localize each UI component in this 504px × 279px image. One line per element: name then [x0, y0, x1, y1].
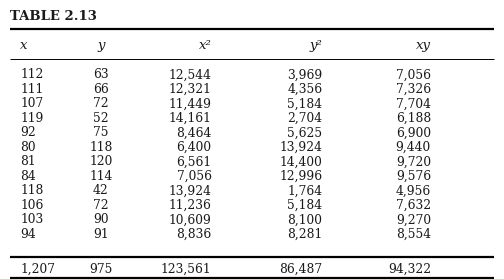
Text: 11,449: 11,449 [169, 97, 212, 110]
Text: 107: 107 [20, 97, 43, 110]
Text: TABLE 2.13: TABLE 2.13 [10, 10, 97, 23]
Text: 7,326: 7,326 [396, 83, 431, 96]
Text: xy: xy [416, 39, 431, 52]
Text: 3,969: 3,969 [287, 68, 323, 81]
Text: 2,704: 2,704 [287, 112, 323, 125]
Text: 1,764: 1,764 [287, 184, 323, 198]
Text: 123,561: 123,561 [161, 263, 212, 276]
Text: 975: 975 [89, 263, 112, 276]
Text: 114: 114 [89, 170, 112, 183]
Text: 5,184: 5,184 [287, 97, 323, 110]
Text: 9,720: 9,720 [396, 155, 431, 169]
Text: 12,996: 12,996 [279, 170, 323, 183]
Text: 7,704: 7,704 [396, 97, 431, 110]
Text: 8,100: 8,100 [288, 213, 323, 227]
Text: 5,625: 5,625 [287, 126, 323, 140]
Text: 9,270: 9,270 [396, 213, 431, 227]
Text: 8,464: 8,464 [176, 126, 212, 140]
Text: 1,207: 1,207 [20, 263, 55, 276]
Text: y²: y² [309, 39, 323, 52]
Text: 75: 75 [93, 126, 108, 140]
Text: 10,609: 10,609 [169, 213, 212, 227]
Text: 72: 72 [93, 199, 109, 212]
Text: y: y [97, 39, 104, 52]
Text: 13,924: 13,924 [280, 141, 323, 154]
Text: 11,236: 11,236 [169, 199, 212, 212]
Text: 6,188: 6,188 [396, 112, 431, 125]
Text: 8,836: 8,836 [176, 228, 212, 241]
Text: 8,281: 8,281 [287, 228, 323, 241]
Text: x: x [20, 39, 28, 52]
Text: 72: 72 [93, 97, 109, 110]
Text: 112: 112 [20, 68, 43, 81]
Text: 119: 119 [20, 112, 43, 125]
Text: 14,161: 14,161 [169, 112, 212, 125]
Text: 7,056: 7,056 [177, 170, 212, 183]
Text: 91: 91 [93, 228, 109, 241]
Text: 103: 103 [20, 213, 43, 227]
Text: 94,322: 94,322 [388, 263, 431, 276]
Text: 86,487: 86,487 [279, 263, 323, 276]
Text: 63: 63 [93, 68, 109, 81]
Text: 6,400: 6,400 [176, 141, 212, 154]
Text: 4,356: 4,356 [287, 83, 323, 96]
Text: 8,554: 8,554 [396, 228, 431, 241]
Text: 14,400: 14,400 [280, 155, 323, 169]
Text: x²: x² [199, 39, 212, 52]
Text: 84: 84 [20, 170, 36, 183]
Text: 6,900: 6,900 [396, 126, 431, 140]
Text: 12,544: 12,544 [169, 68, 212, 81]
Text: 7,056: 7,056 [396, 68, 431, 81]
Text: 118: 118 [20, 184, 43, 198]
Text: 111: 111 [20, 83, 43, 96]
Text: 4,956: 4,956 [396, 184, 431, 198]
Text: 106: 106 [20, 199, 43, 212]
Text: 90: 90 [93, 213, 109, 227]
Text: 80: 80 [20, 141, 36, 154]
Text: 5,184: 5,184 [287, 199, 323, 212]
Text: 92: 92 [20, 126, 36, 140]
Text: 52: 52 [93, 112, 109, 125]
Text: 12,321: 12,321 [169, 83, 212, 96]
Text: 94: 94 [20, 228, 36, 241]
Text: 120: 120 [89, 155, 112, 169]
Text: 118: 118 [89, 141, 112, 154]
Text: 81: 81 [20, 155, 36, 169]
Text: 6,561: 6,561 [176, 155, 212, 169]
Text: 7,632: 7,632 [396, 199, 431, 212]
Text: 13,924: 13,924 [169, 184, 212, 198]
Text: 42: 42 [93, 184, 109, 198]
Text: 66: 66 [93, 83, 109, 96]
Text: 9,440: 9,440 [396, 141, 431, 154]
Text: 9,576: 9,576 [396, 170, 431, 183]
